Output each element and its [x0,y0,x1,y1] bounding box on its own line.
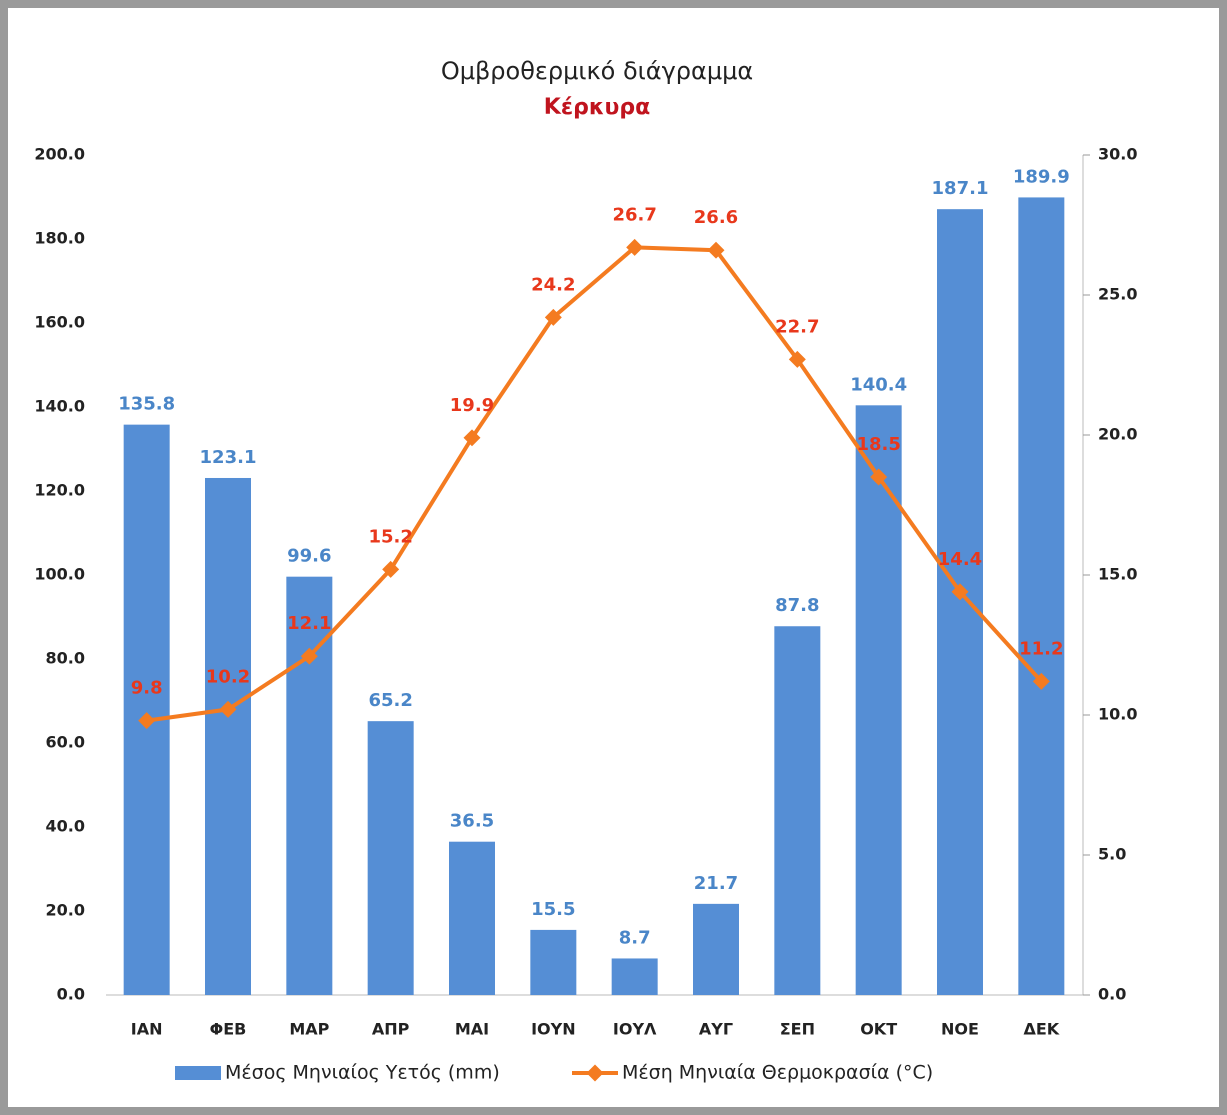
bar [530,929,577,995]
x-tick-label: ΦΕΒ [210,1020,247,1039]
line-marker [544,308,562,326]
y-tick-label: 120.0 [34,481,85,500]
line-marker [138,712,156,730]
line-value-label: 26.7 [612,204,656,225]
legend-swatch [175,1066,221,1080]
line-value-label: 24.2 [531,274,575,295]
chart-title: Ομβροθερμικό διάγραμμα [441,57,753,85]
bar-value-label: 36.5 [450,811,494,832]
line-value-label: 22.7 [775,316,819,337]
line-value-label: 9.8 [131,678,163,699]
bar-value-label: 123.1 [200,447,257,468]
bar [774,626,821,995]
bar [1018,197,1065,996]
y-tick-label: 0.0 [57,985,85,1004]
y-tick-label: 40.0 [46,817,85,836]
y-tick-label: 80.0 [46,649,85,668]
line-marker [870,468,888,486]
bar [123,424,170,995]
bar [286,576,333,995]
y2-tick-label: 25.0 [1098,285,1137,304]
line-value-label: 10.2 [206,666,250,687]
line-value-label: 15.2 [368,526,412,547]
line-value-label: 19.9 [450,395,494,416]
line-marker [788,350,806,368]
y-tick-label: 60.0 [46,733,85,752]
x-tick-label: ΑΠΡ [372,1020,410,1039]
line-marker [707,241,725,259]
legend-label: Μέσος Μηνιαίος Υετός (mm) [225,1062,500,1084]
line-marker [463,429,481,447]
line-value-label: 18.5 [856,434,900,455]
y2-tick-label: 5.0 [1098,845,1126,864]
y2-tick-label: 10.0 [1098,705,1137,724]
bar-value-label: 8.7 [619,927,651,948]
line-marker [300,647,318,665]
line-value-label: 26.6 [694,207,738,228]
line-value-label: 11.2 [1019,638,1063,659]
x-tick-label: ΜΑΙ [455,1020,489,1039]
bar-value-label: 21.7 [694,873,738,894]
y-tick-label: 200.0 [34,145,85,164]
y-tick-label: 100.0 [34,565,85,584]
y2-tick-label: 15.0 [1098,565,1137,584]
bar [367,721,414,995]
y2-tick-label: 0.0 [1098,985,1126,1004]
line [146,245,1043,723]
y2-tick-label: 30.0 [1098,145,1137,164]
y2-tick-label: 20.0 [1098,425,1137,444]
bar-value-label: 189.9 [1013,166,1070,187]
bar [449,841,495,995]
x-tick-label: ΙΟΥΛ [613,1020,657,1039]
bar [855,405,902,995]
x-tick-label: ΙΟΥΝ [531,1020,576,1039]
legend-label: Μέση Μηνιαία Θερμοκρασία (°C) [622,1062,933,1084]
bar [611,958,658,995]
line-value-label: 12.1 [287,613,331,634]
bar [937,209,983,995]
line-marker [1032,672,1050,690]
x-tick-label: ΟΚΤ [860,1020,897,1039]
y-tick-label: 140.0 [34,397,85,416]
x-tick-label: ΝΟΕ [941,1020,979,1039]
y-tick-label: 180.0 [34,229,85,248]
bar-value-label: 65.2 [368,690,412,711]
bar-value-label: 87.8 [775,595,819,616]
bar-value-label: 187.1 [932,178,989,199]
line-marker [382,560,400,578]
x-tick-label: ΣΕΠ [780,1020,815,1039]
bar [693,903,739,995]
line-value-label: 14.4 [938,549,982,570]
bar [205,477,251,996]
bar-value-label: 99.6 [287,546,331,567]
bar-value-label: 135.8 [118,394,175,415]
bar-value-label: 140.4 [850,374,907,395]
line-marker [951,583,969,601]
line-marker [626,238,644,256]
legend-marker [586,1064,604,1082]
chart-subtitle: Κέρκυρα [544,95,650,120]
bar-value-label: 15.5 [531,899,575,920]
y-tick-label: 20.0 [46,901,85,920]
x-tick-label: ΜΑΡ [289,1020,329,1039]
line-marker [219,700,237,718]
x-tick-label: ΑΥΓ [699,1020,733,1039]
y-tick-label: 160.0 [34,313,85,332]
x-tick-label: ΔΕΚ [1023,1020,1059,1039]
x-tick-label: ΙΑΝ [131,1020,163,1039]
